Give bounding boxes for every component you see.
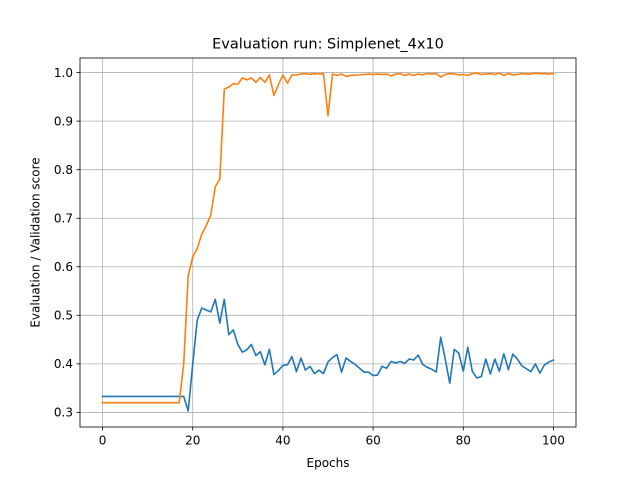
series-line-1 bbox=[101, 298, 555, 412]
x-tick-label: 0 bbox=[99, 434, 107, 448]
series-line-2 bbox=[101, 72, 555, 404]
y-tick-label: 0.3 bbox=[54, 406, 73, 420]
y-tick-label: 0.7 bbox=[54, 212, 73, 226]
y-tick-label: 0.5 bbox=[54, 309, 73, 323]
y-tick-label: 0.9 bbox=[54, 114, 73, 128]
y-tick-label: 0.6 bbox=[54, 260, 73, 274]
x-tick-label: 40 bbox=[275, 434, 290, 448]
y-tick-label: 1.0 bbox=[54, 66, 73, 80]
y-tick-label: 0.8 bbox=[54, 163, 73, 177]
x-tick-label: 60 bbox=[365, 434, 380, 448]
ticks: 0 20 40 60 80 100 0.3 0.4 0.5 0.6 0.7 0.8 0.9 1.0 bbox=[54, 66, 565, 448]
y-tick-label: 0.4 bbox=[54, 357, 73, 371]
grid bbox=[80, 58, 576, 427]
x-axis-label: Epochs bbox=[307, 456, 350, 470]
chart-title: Evaluation run: Simplenet_4x10 bbox=[212, 37, 444, 53]
plot-frame bbox=[79, 57, 577, 428]
series bbox=[101, 72, 555, 412]
x-tick-label: 80 bbox=[456, 434, 471, 448]
y-axis-label: Evaluation / Validation score bbox=[29, 157, 43, 327]
x-tick-label: 20 bbox=[185, 434, 200, 448]
x-tick-label: 100 bbox=[542, 434, 565, 448]
